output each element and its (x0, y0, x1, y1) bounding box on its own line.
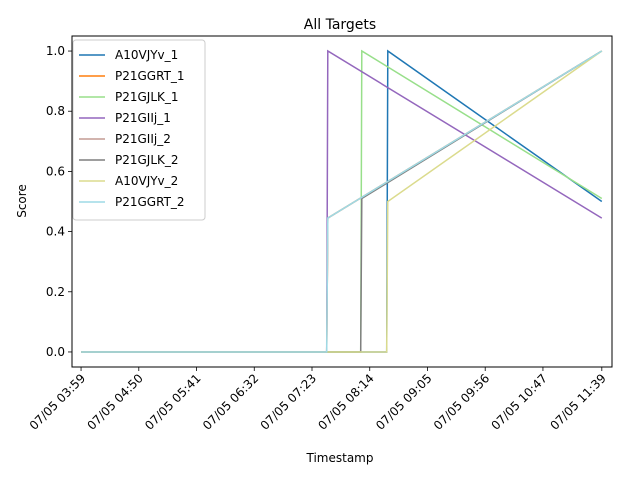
x-tick-label: 07/05 07:23 (258, 371, 320, 433)
legend: A10VJYv_1 P21GGRT_1 P21GJLK_1 P21GIIj_1 P21G… (72, 39, 206, 221)
y-axis: 0.0 0.2 0.4 0.6 0.8 1.0 (46, 44, 72, 359)
legend-label: A10VJYv_1 (115, 48, 178, 62)
y-tick-label: 0.2 (46, 285, 65, 299)
x-tick-label: 07/05 08:14 (315, 371, 377, 433)
x-tick-label: 07/05 11:39 (547, 371, 609, 433)
legend-label: A10VJYv_2 (115, 174, 178, 188)
y-tick-label: 0.0 (46, 345, 65, 359)
legend-label: P21GGRT_2 (115, 195, 185, 209)
legend-box (72, 39, 206, 221)
y-tick-label: 1.0 (46, 44, 65, 58)
x-axis-label: Timestamp (306, 451, 374, 465)
plot-area (81, 49, 603, 353)
chart-title: All Targets (304, 17, 376, 33)
legend-label: P21GGRT_1 (115, 69, 185, 83)
y-axis-label: Score (15, 184, 29, 218)
legend-label: P21GIIj_1 (115, 111, 171, 125)
x-tick-label: 07/05 05:41 (142, 371, 204, 433)
legend-label: P21GJLK_2 (115, 153, 179, 167)
legend-label: P21GJLK_1 (115, 90, 179, 104)
series-line-7 (81, 50, 603, 353)
x-tick-label: 07/05 09:05 (373, 371, 435, 433)
y-tick-label: 0.8 (46, 104, 65, 118)
y-tick-label: 0.4 (46, 225, 65, 239)
x-tick-label: 07/05 06:32 (200, 371, 262, 433)
axes-frame (71, 35, 613, 368)
y-tick-label: 0.6 (46, 164, 65, 178)
x-tick-label: 07/05 04:50 (84, 371, 146, 433)
x-tick-label: 07/05 09:56 (431, 371, 493, 433)
legend-label: P21GIIj_2 (115, 132, 171, 146)
x-tick-label: 07/05 10:47 (489, 371, 551, 433)
x-tick-label: 07/05 03:59 (27, 371, 89, 433)
